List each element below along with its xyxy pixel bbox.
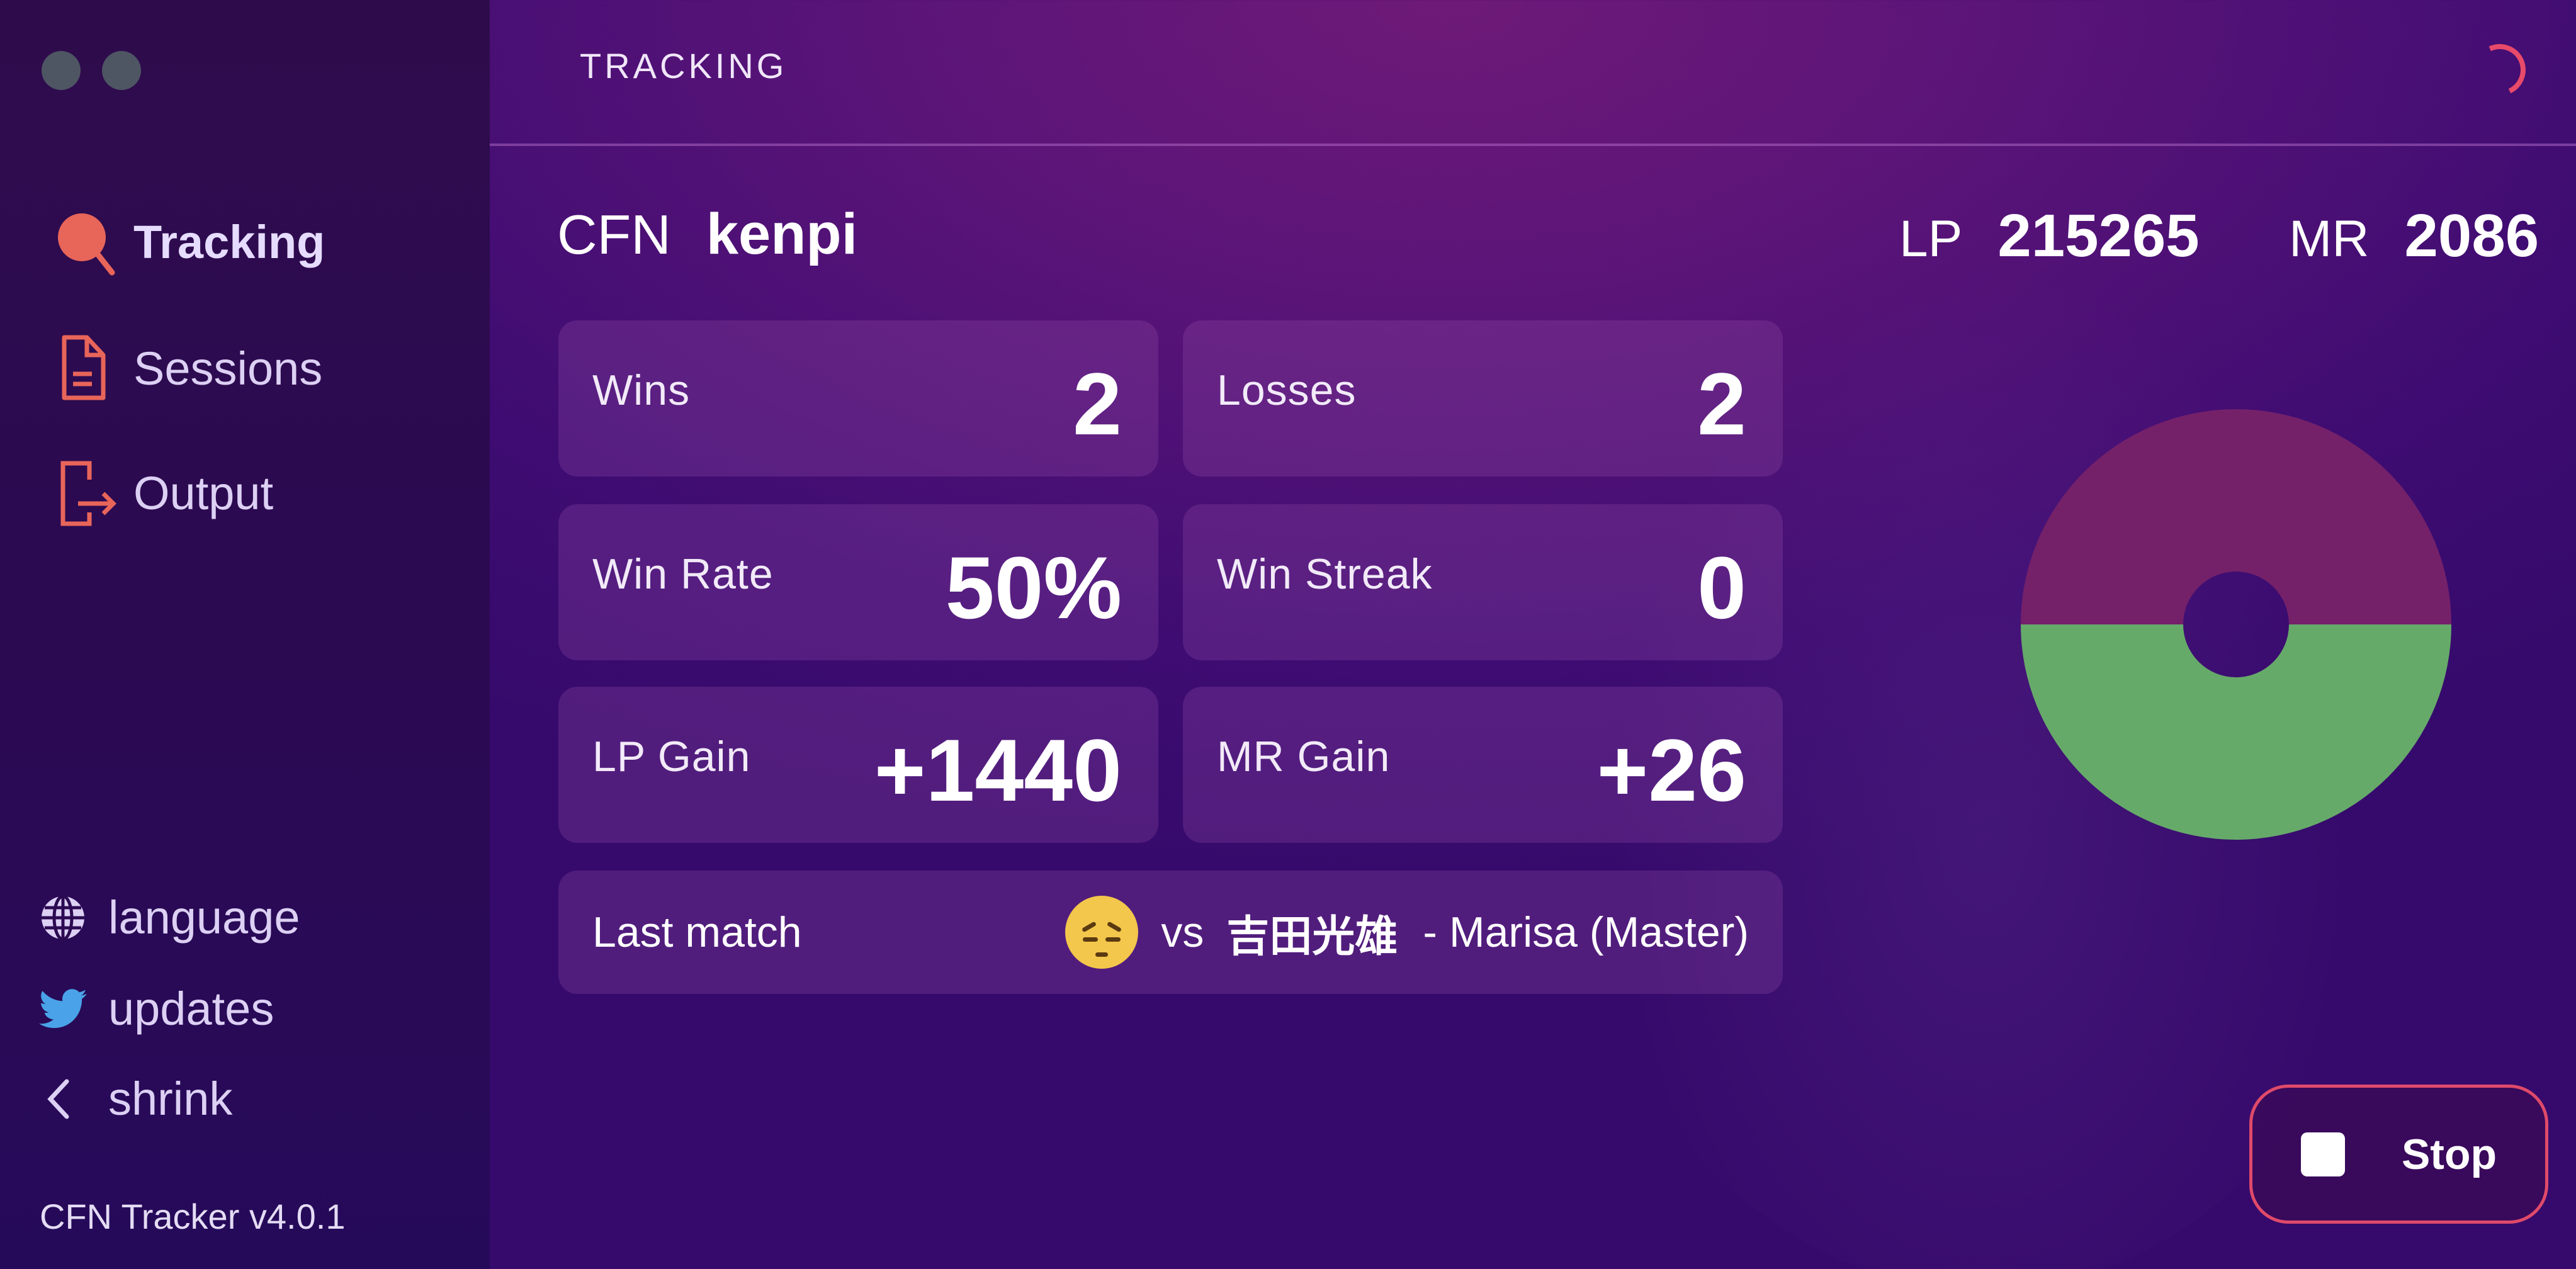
- vs-label: vs: [1161, 908, 1204, 956]
- cfn-label: CFN: [557, 203, 671, 266]
- sidebar-item-tracking[interactable]: Tracking: [44, 207, 325, 276]
- app-version: CFN Tracker v4.0.1: [40, 1197, 346, 1236]
- shrink-button[interactable]: shrink: [39, 1072, 232, 1125]
- page-title: TRACKING: [580, 46, 788, 86]
- sidebar-item-output[interactable]: Output: [44, 458, 273, 527]
- last-match-label: Last match: [592, 908, 802, 956]
- lp-label: LP: [1899, 210, 1963, 268]
- stat-label: Win Rate: [592, 550, 774, 598]
- stat-card-lp-gain: LP Gain +1440: [558, 687, 1158, 843]
- donut-segment-wins: [2021, 624, 2451, 840]
- last-match-card: Last match vs 吉田光雄 - Marisa (Master): [558, 871, 1783, 994]
- cfn-display: CFN kenpi: [557, 201, 857, 268]
- stat-card-wins: Wins 2: [558, 320, 1158, 477]
- cfn-name: kenpi: [706, 202, 858, 266]
- stat-value: +1440: [874, 721, 1122, 820]
- sidebar: Tracking Sessions Output language update…: [0, 0, 490, 1269]
- export-icon: [50, 458, 133, 527]
- window-minimize-button[interactable]: [102, 51, 141, 90]
- stat-value: 0: [1697, 538, 1746, 637]
- stat-label: Wins: [592, 366, 691, 414]
- stat-card-win-rate: Win Rate 50%: [558, 504, 1158, 660]
- opponent-detail: - Marisa (Master): [1423, 908, 1749, 956]
- sidebar-item-sessions[interactable]: Sessions: [44, 334, 322, 403]
- opponent-name: 吉田光雄: [1226, 911, 1398, 962]
- lp-value: 215265: [1997, 202, 2200, 269]
- globe-icon: [39, 894, 108, 942]
- window-close-button[interactable]: [42, 51, 81, 90]
- lp-display: LP 215265: [1899, 201, 2200, 271]
- updates-label: updates: [108, 983, 274, 1035]
- stat-value: +26: [1596, 721, 1746, 820]
- pensive-face-icon: [1065, 896, 1139, 969]
- stat-label: Win Streak: [1217, 550, 1433, 598]
- stat-label: Losses: [1217, 366, 1357, 414]
- stat-card-mr-gain: MR Gain +26: [1183, 687, 1783, 843]
- stop-icon: [2300, 1132, 2345, 1176]
- donut-segment-losses: [2021, 409, 2451, 624]
- stat-card-win-streak: Win Streak 0: [1183, 504, 1783, 660]
- twitter-icon: [39, 988, 108, 1030]
- stat-value: 2: [1073, 354, 1122, 453]
- document-icon: [50, 334, 133, 403]
- search-icon: [50, 207, 133, 276]
- sidebar-item-label: Sessions: [133, 342, 323, 395]
- mr-label: MR: [2289, 210, 2370, 268]
- stop-button[interactable]: Stop: [2249, 1085, 2548, 1224]
- shrink-label: shrink: [108, 1073, 233, 1125]
- header-divider: [490, 144, 2576, 146]
- mr-value: 2086: [2404, 202, 2539, 269]
- loading-spinner-icon: [2466, 37, 2533, 103]
- stop-label: Stop: [2401, 1130, 2497, 1178]
- sidebar-item-label: Output: [133, 466, 274, 519]
- stat-value: 50%: [945, 538, 1122, 637]
- language-link[interactable]: language: [39, 891, 300, 944]
- chevron-left-icon: [39, 1074, 108, 1124]
- stat-value: 2: [1697, 354, 1746, 453]
- sidebar-item-label: Tracking: [133, 215, 325, 268]
- stat-card-losses: Losses 2: [1183, 320, 1783, 477]
- mr-display: MR 2086: [2289, 201, 2539, 271]
- win-loss-donut: [2021, 409, 2451, 840]
- updates-link[interactable]: updates: [39, 982, 274, 1035]
- stat-label: LP Gain: [592, 733, 751, 781]
- stat-label: MR Gain: [1217, 733, 1391, 781]
- language-label: language: [108, 891, 300, 944]
